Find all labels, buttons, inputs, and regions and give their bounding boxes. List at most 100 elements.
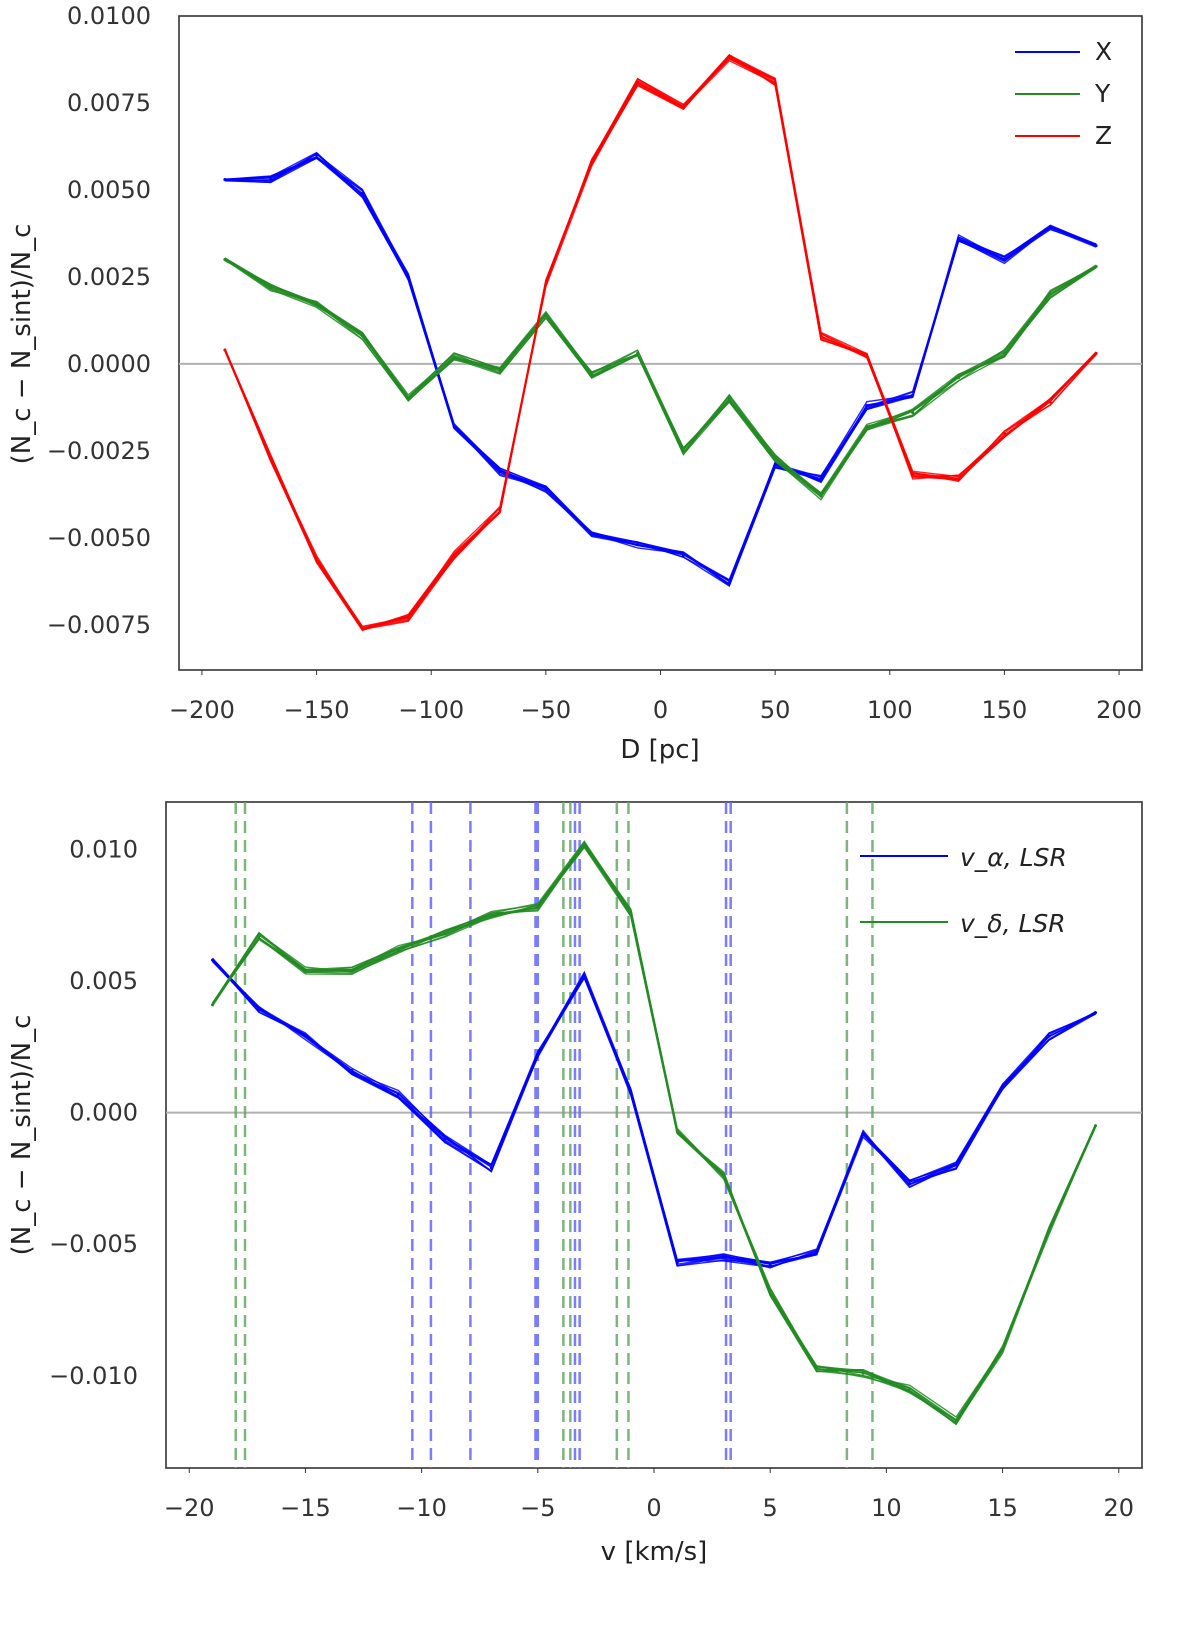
data-point bbox=[489, 1166, 493, 1170]
bottom-y-ticks: −0.010 −0.005 0.000 0.005 0.010 bbox=[49, 835, 138, 1389]
data-point bbox=[544, 313, 548, 317]
data-point bbox=[861, 1371, 865, 1375]
data-point bbox=[315, 153, 319, 157]
data-point bbox=[681, 449, 685, 453]
series-v-lsr bbox=[210, 957, 1098, 1269]
series-z bbox=[223, 53, 1098, 632]
data-point bbox=[223, 178, 227, 181]
data-point bbox=[498, 508, 502, 512]
bottom-y-axis-label: (N_c − N_sint)/N_c bbox=[7, 1015, 37, 1256]
data-point bbox=[1094, 244, 1098, 248]
data-point bbox=[727, 581, 731, 585]
data-point bbox=[1047, 1034, 1051, 1038]
data-point bbox=[957, 376, 961, 380]
x-tick-label: −5 bbox=[520, 1494, 555, 1522]
data-point bbox=[489, 913, 493, 917]
data-point bbox=[544, 487, 548, 491]
series-y bbox=[223, 257, 1098, 501]
data-point bbox=[675, 1261, 679, 1265]
x-tick-label: 50 bbox=[760, 696, 791, 724]
x-tick-label: −10 bbox=[396, 1494, 447, 1522]
data-point bbox=[360, 626, 364, 630]
series-line-realization bbox=[211, 841, 1097, 1426]
data-point bbox=[443, 932, 447, 936]
data-point bbox=[773, 456, 777, 460]
x-tick-label: 200 bbox=[1096, 696, 1142, 724]
y-tick-label: −0.010 bbox=[49, 1362, 138, 1390]
data-point bbox=[675, 1129, 679, 1133]
series-v-lsr bbox=[210, 840, 1098, 1426]
data-point bbox=[636, 543, 640, 547]
data-point bbox=[210, 1003, 214, 1007]
legend-label-valpha: v_α, LSR bbox=[960, 843, 1067, 872]
data-point bbox=[315, 303, 319, 307]
x-tick-label: −20 bbox=[164, 1494, 215, 1522]
y-tick-label: 0.0025 bbox=[67, 263, 151, 291]
x-tick-label: −100 bbox=[398, 696, 464, 724]
x-tick-label: 0 bbox=[646, 1494, 661, 1522]
data-point bbox=[269, 456, 273, 460]
data-point bbox=[1001, 1084, 1005, 1088]
data-point bbox=[819, 334, 823, 338]
data-point bbox=[1002, 258, 1006, 262]
data-point bbox=[582, 842, 586, 846]
top-x-axis-label: D [pc] bbox=[620, 735, 699, 765]
data-point bbox=[629, 911, 633, 915]
data-point bbox=[544, 282, 548, 286]
data-point bbox=[629, 1090, 633, 1094]
data-point bbox=[861, 1132, 865, 1136]
data-point bbox=[727, 56, 731, 60]
data-point bbox=[315, 557, 319, 561]
data-point bbox=[360, 191, 364, 195]
data-point bbox=[303, 968, 307, 972]
legend-label-z: Z bbox=[1095, 121, 1112, 150]
y-tick-label: −0.0075 bbox=[47, 611, 151, 639]
data-point bbox=[1047, 1229, 1051, 1233]
top-y-axis-label: (N_c − N_sint)/N_c bbox=[7, 224, 37, 465]
x-tick-label: −200 bbox=[169, 696, 235, 724]
y-tick-label: 0.0100 bbox=[67, 2, 151, 30]
data-point bbox=[773, 80, 777, 84]
y-tick-label: 0.000 bbox=[69, 1099, 138, 1127]
data-point bbox=[223, 258, 227, 262]
x-tick-label: 150 bbox=[982, 696, 1028, 724]
y-tick-label: −0.0050 bbox=[47, 524, 151, 552]
data-point bbox=[406, 275, 410, 279]
bottom-panel: −20 −15 −10 −5 0 5 10 15 20 −0.010 −0.005 0.000 0.0… bbox=[7, 801, 1143, 1567]
data-point bbox=[636, 80, 640, 84]
series-line-realization bbox=[224, 155, 1097, 587]
data-point bbox=[350, 968, 354, 972]
data-point bbox=[360, 334, 364, 338]
bottom-legend: v_α, LSR v_δ, LSR bbox=[860, 843, 1067, 938]
data-point bbox=[1094, 264, 1098, 268]
top-legend: X Y Z bbox=[1015, 37, 1112, 150]
series-x bbox=[223, 151, 1098, 587]
y-tick-label: −0.005 bbox=[49, 1230, 138, 1258]
data-point bbox=[722, 1174, 726, 1178]
data-point bbox=[406, 616, 410, 620]
bottom-vertical-markers bbox=[234, 802, 874, 1468]
data-point bbox=[303, 1034, 307, 1038]
legend-label-y: Y bbox=[1094, 79, 1111, 108]
x-tick-label: 100 bbox=[867, 696, 913, 724]
y-tick-label: 0.0050 bbox=[67, 176, 151, 204]
data-point bbox=[406, 397, 410, 401]
data-point bbox=[1002, 431, 1006, 435]
data-point bbox=[957, 237, 961, 241]
data-point bbox=[815, 1366, 819, 1370]
series-line-realization bbox=[211, 959, 1096, 1265]
y-tick-label: −0.0025 bbox=[47, 437, 151, 465]
data-point bbox=[815, 1250, 819, 1254]
bottom-x-axis-label: v [km/s] bbox=[601, 1537, 708, 1567]
data-point bbox=[819, 477, 823, 481]
data-point bbox=[223, 348, 227, 352]
data-point bbox=[681, 104, 685, 108]
data-point bbox=[768, 1263, 772, 1267]
data-point bbox=[396, 1092, 400, 1096]
data-point bbox=[954, 1419, 958, 1423]
x-tick-label: 10 bbox=[871, 1494, 902, 1522]
data-point bbox=[1094, 1011, 1098, 1015]
y-tick-label: 0.0000 bbox=[67, 350, 151, 378]
data-point bbox=[908, 1387, 912, 1391]
data-point bbox=[768, 1290, 772, 1294]
